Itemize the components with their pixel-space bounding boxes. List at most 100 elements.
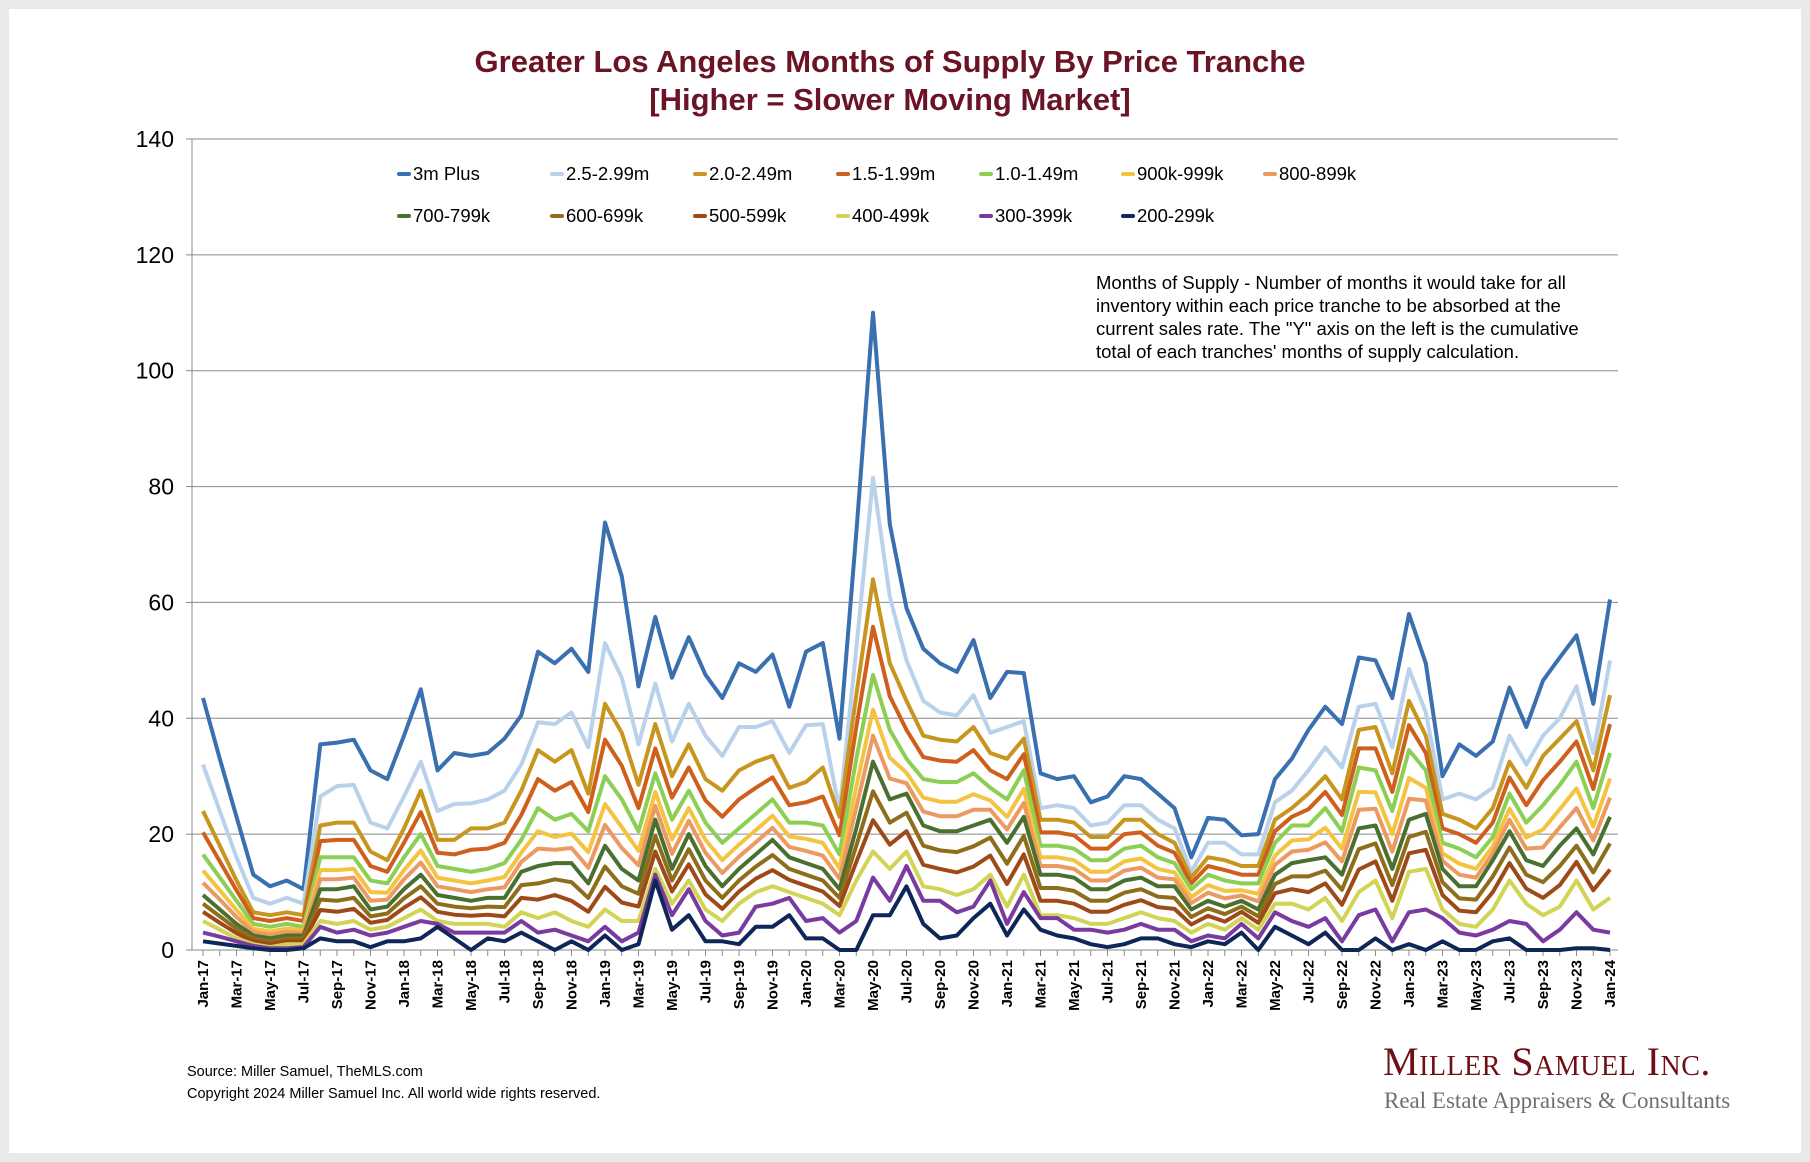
legend-swatch: [693, 214, 707, 218]
company-tagline: Real Estate Appraisers & Consultants: [1384, 1088, 1731, 1113]
x-tick-label: Mar-18: [430, 960, 447, 1008]
y-tick-label: 40: [148, 705, 174, 731]
x-tick-label: Nov-21: [1167, 960, 1184, 1010]
x-tick-label: Jan-24: [1602, 959, 1619, 1007]
x-tick-label: Nov-23: [1569, 960, 1586, 1010]
y-tick-label: 100: [136, 358, 174, 384]
legend-swatch: [979, 172, 993, 176]
x-tick-label: Mar-21: [1033, 960, 1050, 1008]
x-tick-label: Jul-22: [1301, 960, 1318, 1003]
x-tick-label: Sep-20: [932, 960, 949, 1009]
series-line-1-0-1-49m: [201, 672, 1612, 929]
annotation-line: Months of Supply - Number of months it w…: [1096, 272, 1566, 293]
annotation-line: current sales rate. The "Y" axis on the …: [1096, 318, 1579, 339]
legend-item: 3m Plus: [397, 163, 480, 185]
series-line-2-5-2-99m: [201, 475, 1612, 906]
legend-label: 900k-999k: [1137, 163, 1224, 184]
series-line-900k-999k: [201, 707, 1612, 934]
legend-label: 600-699k: [566, 205, 644, 226]
legend-item: 900k-999k: [1121, 163, 1223, 185]
legend-swatch: [836, 214, 850, 218]
legend-label: 3m Plus: [413, 163, 480, 184]
x-tick-label: Jan-22: [1200, 960, 1217, 1008]
legend-swatch: [397, 214, 411, 218]
y-tick-label: 80: [148, 474, 174, 500]
legend-swatch: [550, 214, 564, 218]
x-tick-label: Nov-19: [765, 960, 782, 1010]
legend-swatch: [836, 172, 850, 176]
y-tick-label: 0: [161, 937, 174, 963]
x-tick-label: Jan-19: [597, 960, 614, 1008]
x-tick-label: Jan-18: [396, 960, 413, 1008]
chart-title: Greater Los Angeles Months of Supply By …: [474, 44, 1306, 79]
x-tick-label: Sep-19: [731, 960, 748, 1009]
legend-label: 200-299k: [1137, 205, 1215, 226]
legend-swatch: [979, 214, 993, 218]
series-line-800-899k: [201, 733, 1612, 937]
series-line-600-699k: [201, 789, 1612, 944]
legend-item: 1.0-1.49m: [979, 163, 1078, 185]
annotation-line: inventory within each price tranche to b…: [1096, 295, 1561, 316]
x-tick-label: Jan-17: [195, 960, 212, 1008]
copyright-note: Copyright 2024 Miller Samuel Inc. All wo…: [187, 1086, 601, 1102]
legend-swatch: [1263, 172, 1277, 176]
legend-label: 500-599k: [709, 205, 787, 226]
x-tick-label: Nov-20: [966, 960, 983, 1010]
source-note: Source: Miller Samuel, TheMLS.com: [187, 1064, 423, 1080]
legend-swatch: [1121, 172, 1135, 176]
y-tick-label: 20: [148, 821, 174, 847]
legend-label: 300-399k: [995, 205, 1073, 226]
x-tick-label: Mar-22: [1234, 960, 1251, 1008]
series-line-300-399k: [202, 864, 1611, 951]
series-line-500-599k: [201, 818, 1612, 947]
series-line-700-799k: [201, 759, 1612, 941]
x-tick-label: Sep-22: [1334, 960, 1351, 1009]
legend-item: 1.5-1.99m: [836, 163, 935, 185]
x-tick-label: May-22: [1267, 960, 1284, 1011]
legend-swatch: [397, 172, 411, 176]
y-tick-label: 140: [136, 126, 174, 152]
x-tick-label: Nov-18: [564, 960, 581, 1010]
x-tick-label: May-23: [1468, 960, 1485, 1011]
x-tick-label: Jul-21: [1100, 960, 1117, 1003]
legend-swatch: [693, 172, 707, 176]
legend-item: 300-399k: [979, 205, 1072, 227]
legend-label: 1.0-1.49m: [995, 163, 1079, 184]
x-tick-label: Jul-20: [899, 960, 916, 1003]
series-line-3m-plus: [201, 310, 1612, 892]
legend-item: 2.5-2.99m: [550, 163, 649, 185]
x-tick-label: Sep-17: [329, 960, 346, 1009]
x-tick-label: Mar-17: [229, 960, 246, 1008]
y-tick-label: 120: [136, 242, 174, 268]
legend-item: 500-599k: [693, 205, 786, 227]
legend-item: 2.0-2.49m: [693, 163, 792, 185]
legend-label: 700-799k: [413, 205, 491, 226]
x-tick-label: Sep-21: [1133, 960, 1150, 1009]
legend-item: 200-299k: [1121, 205, 1214, 227]
legend-item: 700-799k: [397, 205, 490, 227]
x-tick-label: May-18: [463, 960, 480, 1011]
legend-item: 800-899k: [1263, 163, 1356, 185]
legend-label: 800-899k: [1279, 163, 1357, 184]
x-tick-label: Mar-23: [1435, 960, 1452, 1008]
legend-label: 1.5-1.99m: [852, 163, 936, 184]
chart-card: [9, 9, 1801, 1153]
series-line-1-5-1-99m: [201, 624, 1612, 923]
x-tick-label: Sep-23: [1535, 960, 1552, 1009]
legend-swatch: [550, 172, 564, 176]
x-tick-label: May-17: [262, 960, 279, 1011]
annotation-line: total of each tranches' months of supply…: [1096, 341, 1520, 362]
legend-item: 400-499k: [836, 205, 929, 227]
legend-label: 2.0-2.49m: [709, 163, 793, 184]
legend-label: 400-499k: [852, 205, 930, 226]
x-tick-label: Jul-17: [296, 960, 313, 1003]
legend-label: 2.5-2.99m: [566, 163, 650, 184]
x-tick-label: Jan-20: [798, 960, 815, 1008]
chart-subtitle: [Higher = Slower Moving Market]: [649, 82, 1131, 117]
x-tick-label: Nov-17: [363, 960, 380, 1010]
annotation: Months of Supply - Number of months it w…: [1096, 271, 1579, 363]
x-tick-label: May-21: [1066, 960, 1083, 1011]
x-tick-label: Sep-18: [530, 960, 547, 1009]
company-logo: Miller Samuel Inc.: [1383, 1039, 1711, 1084]
